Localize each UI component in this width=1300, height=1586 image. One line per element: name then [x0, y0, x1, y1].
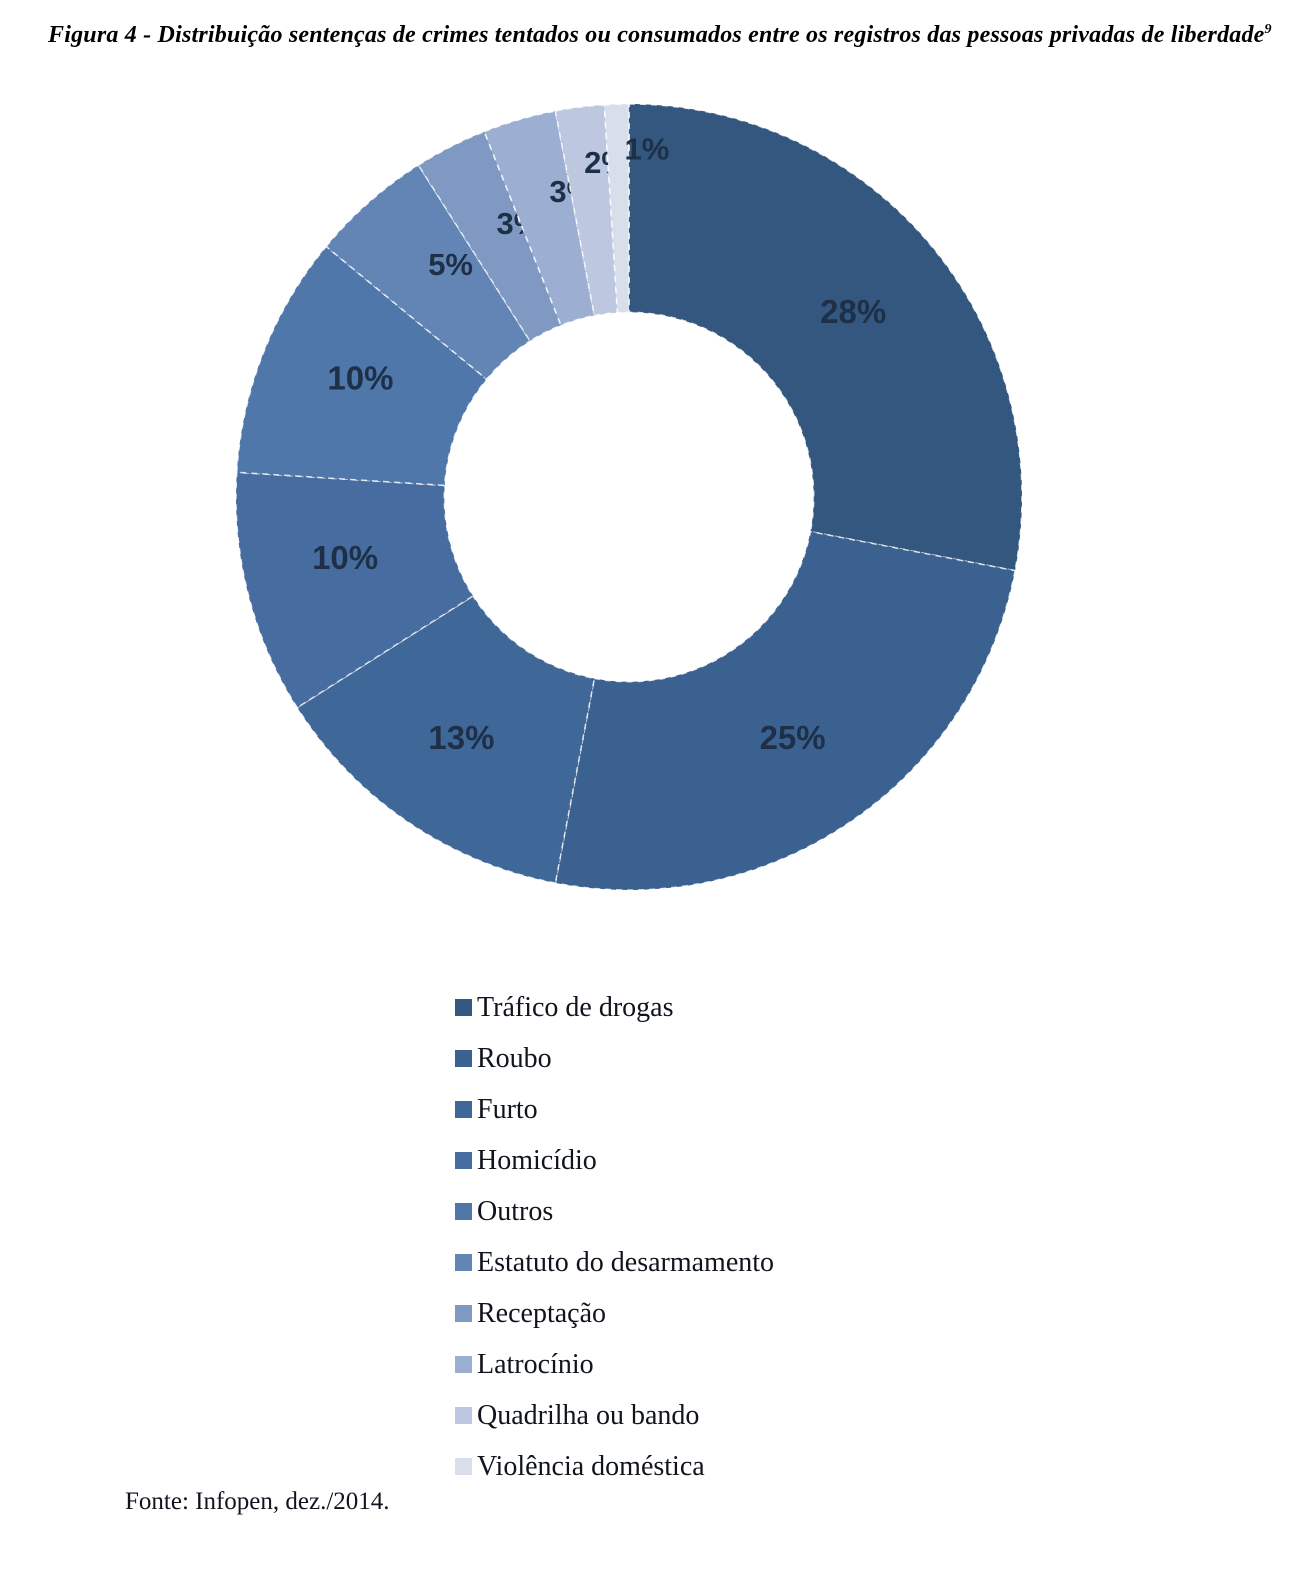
legend-label: Roubo [477, 1042, 552, 1074]
legend-label: Receptação [477, 1297, 607, 1329]
legend-swatch [455, 1254, 472, 1271]
chart-legend: Tráfico de drogas Roubo Furto Homicídio Outr… [455, 982, 774, 1492]
slice-label-10: 1% [624, 132, 669, 167]
donut-slice-3 [296, 594, 596, 884]
donut-slice-4 [235, 471, 475, 709]
figure-title: Figura 4 - Distribuição sentenças de cri… [48, 20, 1278, 50]
legend-label: Quadrilha ou bando [477, 1399, 700, 1431]
slice-label-5: 10% [327, 359, 393, 396]
slice-label-4: 10% [312, 539, 378, 576]
legend-swatch [455, 1458, 472, 1475]
slice-label-6: 5% [428, 247, 473, 282]
legend-item: Roubo [455, 1033, 774, 1084]
legend-label: Tráfico de drogas [477, 991, 674, 1023]
legend-item: Violência doméstica [455, 1441, 774, 1492]
legend-item: Outros [455, 1186, 774, 1237]
slice-label-1: 28% [820, 293, 886, 330]
legend-swatch [455, 1407, 472, 1424]
legend-label: Violência doméstica [477, 1450, 705, 1482]
source-note: Fonte: Infopen, dez./2014. [125, 1488, 390, 1515]
legend-label: Estatuto do desarmamento [477, 1246, 775, 1278]
footnote-mark: 9 [1264, 22, 1272, 37]
legend-item: Estatuto do desarmamento [455, 1237, 774, 1288]
figure-title-text: Figura 4 - Distribuição sentenças de cri… [48, 22, 1265, 48]
donut-slice-1 [628, 103, 1023, 572]
legend-swatch [455, 1356, 472, 1373]
legend-swatch [455, 1305, 472, 1322]
legend-swatch [455, 1050, 472, 1067]
legend-item: Homicídio [455, 1135, 774, 1186]
legend-item: Quadrilha ou bando [455, 1390, 774, 1441]
legend-item: Furto [455, 1084, 774, 1135]
legend-swatch [455, 1101, 472, 1118]
donut-slice-10 [603, 103, 630, 314]
legend-swatch [455, 1203, 472, 1220]
slice-label-2: 25% [760, 719, 826, 756]
legend-item: Latrocínio [455, 1339, 774, 1390]
donut-chart-svg: 28%25%13%10%10%5%3%3%2%1% [235, 103, 1023, 891]
legend-label: Furto [477, 1093, 538, 1125]
legend-item: Receptação [455, 1288, 774, 1339]
legend-item: Tráfico de drogas [455, 982, 774, 1033]
legend-label: Homicídio [477, 1144, 597, 1176]
donut-slice-2 [554, 530, 1016, 891]
legend-label: Latrocínio [477, 1348, 594, 1380]
legend-swatch [455, 999, 472, 1016]
legend-label: Outros [477, 1195, 554, 1227]
legend-swatch [455, 1152, 472, 1169]
slice-label-3: 13% [428, 719, 494, 756]
